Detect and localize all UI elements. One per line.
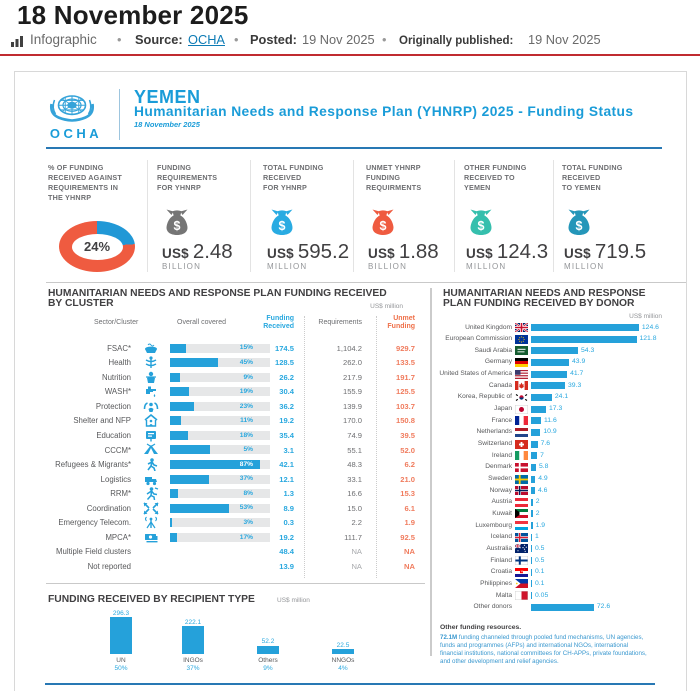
svg-text:$: $	[576, 219, 583, 233]
svg-text:$: $	[174, 219, 181, 233]
svg-text:$: $	[380, 219, 387, 233]
svg-text:$: $	[279, 219, 286, 233]
svg-text:$: $	[478, 219, 485, 233]
